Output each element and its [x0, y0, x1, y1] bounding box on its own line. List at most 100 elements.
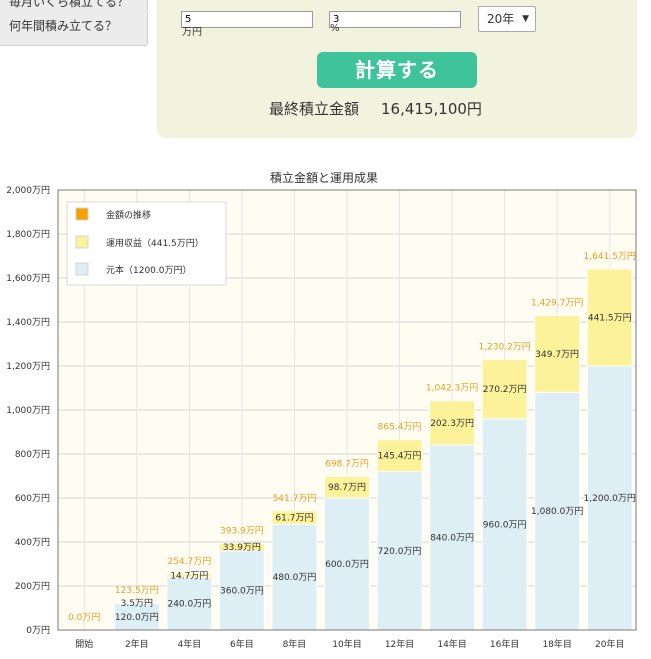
principal-value-label: 120.0万円 — [115, 612, 159, 623]
principal-value-label: 1,200.0万円 — [584, 493, 636, 504]
total-value-label: 698.7万円 — [325, 458, 369, 469]
legend-label-gain: 運用収益（441.5万円） — [106, 237, 204, 249]
principal-value-label: 360.0万円 — [220, 585, 264, 596]
total-value-label: 393.9万円 — [220, 525, 264, 536]
bar-gain — [324, 475, 370, 499]
total-value-label: 123.5万円 — [115, 585, 159, 596]
legend-label-principal: 元本（1200.0万円） — [106, 264, 192, 276]
total-value-label: 1,230.2万円 — [478, 341, 530, 352]
axes: 0万円 200万円 400万円 600万円 800万円 1,000万円 1,200万円 1,4… — [6, 185, 637, 650]
legend-swatch-gain — [75, 235, 89, 249]
gain-value-label: 33.9万円 — [223, 542, 261, 553]
gain-value-label: 270.2万円 — [483, 384, 527, 395]
total-value-label: 541.7万円 — [273, 493, 317, 504]
legend: 金額の推移 運用収益（441.5万円） 元本（1200.0万円） — [66, 201, 227, 286]
bar-gain — [271, 510, 318, 525]
total-value-label: 254.7万円 — [167, 556, 211, 567]
result-row: 最終積立金額 16,415,100円 — [269, 98, 482, 119]
gain-value-label: 3.5万円 — [121, 598, 153, 609]
principal-value-label: 480.0万円 — [273, 572, 317, 583]
monthly-amount-unit: 万円 — [182, 27, 202, 38]
bar-gain — [481, 358, 528, 420]
years-question-label: 何年間積み立てる？ — [9, 19, 118, 33]
gain-value-label: 145.4万円 — [378, 451, 422, 462]
x-tick-label: 2年目 — [125, 638, 149, 650]
x-tick-label: 18年目 — [542, 638, 571, 650]
total-value-label: 1,641.5万円 — [584, 251, 636, 262]
x-tick-label: 14年目 — [437, 638, 466, 650]
x-tick-label: 4年目 — [177, 638, 201, 650]
result-label: 最終積立金額 — [269, 100, 360, 118]
principal-value-label: 840.0万円 — [430, 533, 474, 544]
monthly-amount-question-label: 毎月いくら積立てる？ — [9, 0, 130, 9]
x-tick-label: 16年目 — [490, 638, 519, 650]
bar-gain — [376, 439, 423, 473]
plot-border — [57, 189, 637, 631]
gain-value-label: 61.7万円 — [275, 513, 313, 524]
x-tick-label: 8年目 — [283, 638, 307, 650]
legend-swatch-total — [75, 207, 89, 221]
total-value-label: 1,042.3万円 — [426, 383, 478, 394]
chart-title: 積立金額と運用成果 — [270, 170, 378, 185]
calculator-panel: 万円 % 20年 ▼ 計算する 最終積立金額 16,415,100円 — [157, 0, 637, 138]
principal-value-label: 720.0万円 — [378, 546, 422, 557]
bar-principal — [429, 444, 476, 631]
y-tick-label: 400万円 — [15, 537, 50, 548]
y-tick-label: 1,600万円 — [6, 273, 50, 284]
bar-gain — [166, 573, 213, 578]
total-value-label: 0.0万円 — [68, 612, 100, 623]
y-tick-label: 1,000万円 — [6, 405, 50, 416]
legend-box — [66, 201, 227, 286]
x-tick-label: 開始 — [75, 638, 93, 650]
years-select[interactable]: 20年 ▼ — [478, 6, 536, 32]
bar-gain — [429, 400, 476, 446]
x-tick-label: 12年目 — [385, 638, 414, 650]
interest-rate-unit: % — [330, 23, 340, 34]
gain-value-label: 98.7万円 — [328, 482, 366, 493]
x-tick-label: 6年目 — [230, 638, 254, 650]
years-select-value: 20年 — [487, 12, 515, 26]
gain-value-label: 14.7万円 — [170, 571, 208, 582]
rate-field-group: % — [329, 7, 461, 34]
monthly-amount-input[interactable] — [181, 11, 313, 28]
gain-value-label: 441.5万円 — [588, 312, 632, 323]
data-labels: 0.0万円 120.0万円 3.5万円 123.5万円 240.0万円 14.7万円 254… — [68, 251, 636, 623]
legend-swatch-principal — [75, 262, 89, 276]
calculate-button[interactable]: 計算する — [317, 52, 477, 88]
y-tick-label: 600万円 — [15, 493, 50, 504]
y-tick-label: 1,400万円 — [6, 317, 50, 328]
gain-value-label: 202.3万円 — [430, 418, 474, 429]
principal-value-label: 1,080.0万円 — [531, 506, 583, 517]
principal-value-label: 600.0万円 — [325, 559, 369, 570]
legend-label-total: 金額の推移 — [106, 209, 151, 221]
y-tick-label: 1,200万円 — [6, 361, 50, 372]
years-question-button[interactable]: 何年間積み立てる？ — [0, 12, 148, 46]
monthly-amount-field-group: 万円 — [181, 7, 313, 38]
principal-value-label: 960.0万円 — [483, 519, 527, 530]
bar-principal — [376, 471, 423, 631]
bar-principal — [218, 550, 265, 631]
bar-gain — [218, 542, 265, 552]
principal-value-label: 240.0万円 — [167, 599, 211, 610]
bar-gain — [113, 602, 160, 605]
x-tick-label: 10年目 — [332, 638, 361, 650]
y-tick-label: 1,800万円 — [6, 229, 50, 240]
y-tick-label: 800万円 — [15, 449, 50, 460]
bar-principal — [324, 497, 370, 631]
interest-rate-input[interactable] — [329, 11, 461, 28]
bar-principal — [271, 523, 318, 631]
result-amount: 16,415,100円 — [381, 100, 482, 118]
y-tick-label: 2,000万円 — [6, 185, 50, 196]
total-value-label: 1,429.7万円 — [531, 297, 583, 308]
x-tick-label: 20年目 — [595, 638, 624, 650]
bar-gain — [586, 268, 633, 367]
dropdown-arrow-icon: ▼ — [522, 14, 529, 24]
y-tick-label: 200万円 — [15, 581, 50, 592]
gain-value-label: 349.7万円 — [535, 349, 579, 360]
bar-gain — [534, 314, 581, 393]
monthly-amount-question-button[interactable]: 毎月いくら積立てる？ — [0, 0, 148, 12]
bar-principal — [481, 418, 528, 631]
total-value-label: 865.4万円 — [378, 422, 422, 433]
y-tick-label: 0万円 — [26, 625, 50, 636]
